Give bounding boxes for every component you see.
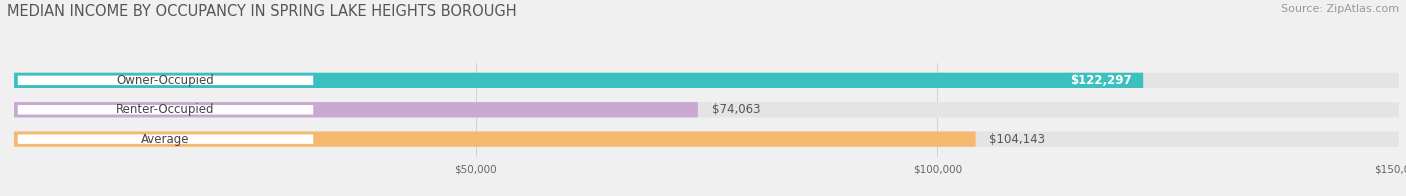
Text: $104,143: $104,143: [990, 133, 1046, 146]
FancyBboxPatch shape: [14, 102, 697, 117]
Text: MEDIAN INCOME BY OCCUPANCY IN SPRING LAKE HEIGHTS BOROUGH: MEDIAN INCOME BY OCCUPANCY IN SPRING LAK…: [7, 4, 516, 19]
Text: $122,297: $122,297: [1070, 74, 1132, 87]
Text: Average: Average: [141, 133, 190, 146]
FancyBboxPatch shape: [14, 73, 1399, 88]
FancyBboxPatch shape: [14, 73, 1143, 88]
FancyBboxPatch shape: [18, 76, 314, 85]
FancyBboxPatch shape: [14, 102, 1399, 117]
FancyBboxPatch shape: [18, 134, 314, 144]
Text: $74,063: $74,063: [711, 103, 761, 116]
Text: Source: ZipAtlas.com: Source: ZipAtlas.com: [1281, 4, 1399, 14]
FancyBboxPatch shape: [14, 132, 1399, 147]
Text: Renter-Occupied: Renter-Occupied: [117, 103, 215, 116]
FancyBboxPatch shape: [14, 132, 976, 147]
Text: Owner-Occupied: Owner-Occupied: [117, 74, 214, 87]
FancyBboxPatch shape: [18, 105, 314, 114]
